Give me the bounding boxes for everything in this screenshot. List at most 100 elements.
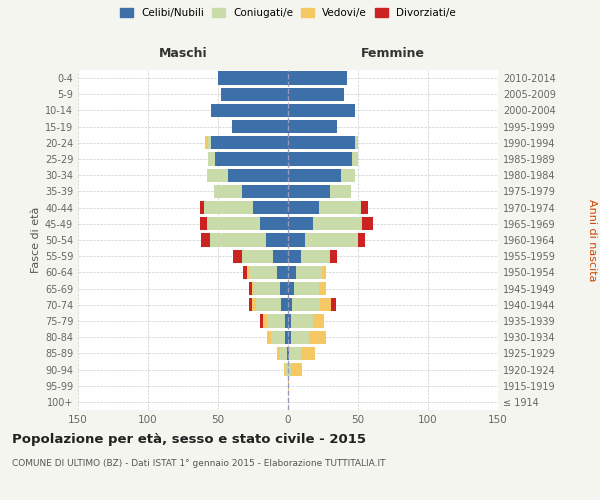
Legend: Celibi/Nubili, Coniugati/e, Vedovi/e, Divorziati/e: Celibi/Nubili, Coniugati/e, Vedovi/e, Di…	[120, 8, 456, 18]
Bar	[215, 152, 288, 166]
Bar	[352, 152, 358, 166]
Bar	[288, 168, 341, 182]
Bar	[208, 152, 215, 166]
Bar	[267, 314, 285, 328]
Bar	[313, 314, 325, 328]
Bar	[247, 266, 249, 279]
Y-axis label: Fasce di età: Fasce di età	[31, 207, 41, 273]
Bar	[288, 185, 330, 198]
Bar	[362, 217, 373, 230]
Bar	[277, 266, 288, 279]
Bar	[330, 185, 351, 198]
Bar	[249, 266, 277, 279]
Bar	[288, 120, 337, 134]
Bar	[291, 330, 309, 344]
Bar	[200, 217, 207, 230]
Bar	[277, 346, 280, 360]
Bar	[232, 120, 288, 134]
Bar	[243, 266, 247, 279]
Bar	[280, 282, 288, 295]
Bar	[358, 234, 365, 246]
Text: Femmine: Femmine	[361, 48, 425, 60]
Bar	[288, 266, 296, 279]
Bar	[233, 250, 242, 263]
Bar	[288, 88, 344, 101]
Bar	[319, 201, 361, 214]
Bar	[288, 136, 355, 149]
Bar	[288, 72, 347, 85]
Bar	[251, 298, 256, 312]
Bar	[291, 314, 313, 328]
Bar	[288, 379, 289, 392]
Bar	[289, 346, 301, 360]
Bar	[309, 330, 326, 344]
Bar	[320, 298, 331, 312]
Bar	[330, 250, 337, 263]
Bar	[218, 72, 288, 85]
Bar	[319, 282, 326, 295]
Bar	[288, 104, 355, 117]
Bar	[291, 363, 302, 376]
Bar	[205, 136, 208, 149]
Bar	[313, 217, 362, 230]
Bar	[211, 136, 288, 149]
Bar	[208, 136, 211, 149]
Text: Anni di nascita: Anni di nascita	[587, 198, 597, 281]
Bar	[263, 314, 267, 328]
Bar	[272, 250, 288, 263]
Text: COMUNE DI ULTIMO (BZ) - Dati ISTAT 1° gennaio 2015 - Elaborazione TUTTITALIA.IT: COMUNE DI ULTIMO (BZ) - Dati ISTAT 1° ge…	[12, 459, 386, 468]
Bar	[331, 298, 335, 312]
Bar	[221, 88, 288, 101]
Bar	[341, 168, 355, 182]
Bar	[301, 250, 329, 263]
Bar	[285, 330, 288, 344]
Bar	[251, 282, 254, 295]
Bar	[242, 185, 288, 198]
Bar	[288, 363, 291, 376]
Bar	[201, 234, 209, 246]
Bar	[361, 201, 368, 214]
Bar	[288, 201, 319, 214]
Bar	[260, 314, 263, 328]
Bar	[204, 201, 253, 214]
Bar	[271, 330, 285, 344]
Bar	[288, 234, 305, 246]
Bar	[288, 282, 293, 295]
Bar	[256, 298, 281, 312]
Text: Maschi: Maschi	[158, 48, 208, 60]
Bar	[214, 185, 242, 198]
Bar	[254, 282, 280, 295]
Bar	[280, 346, 287, 360]
Bar	[288, 330, 291, 344]
Bar	[284, 363, 285, 376]
Bar	[293, 282, 319, 295]
Text: Popolazione per età, sesso e stato civile - 2015: Popolazione per età, sesso e stato civil…	[12, 432, 366, 446]
Bar	[288, 217, 313, 230]
Bar	[207, 217, 260, 230]
Bar	[305, 234, 358, 246]
Bar	[211, 104, 288, 117]
Bar	[288, 346, 289, 360]
Bar	[296, 266, 322, 279]
Bar	[267, 330, 271, 344]
Bar	[285, 314, 288, 328]
Bar	[209, 234, 266, 246]
Bar	[207, 168, 228, 182]
Bar	[281, 298, 288, 312]
Bar	[249, 298, 251, 312]
Bar	[288, 298, 292, 312]
Bar	[242, 250, 272, 263]
Bar	[355, 136, 358, 149]
Bar	[322, 266, 326, 279]
Bar	[292, 298, 320, 312]
Bar	[288, 152, 352, 166]
Bar	[266, 234, 288, 246]
Bar	[301, 346, 314, 360]
Bar	[200, 201, 204, 214]
Bar	[249, 282, 251, 295]
Bar	[288, 314, 291, 328]
Bar	[329, 250, 330, 263]
Bar	[228, 168, 288, 182]
Bar	[253, 201, 288, 214]
Bar	[287, 346, 288, 360]
